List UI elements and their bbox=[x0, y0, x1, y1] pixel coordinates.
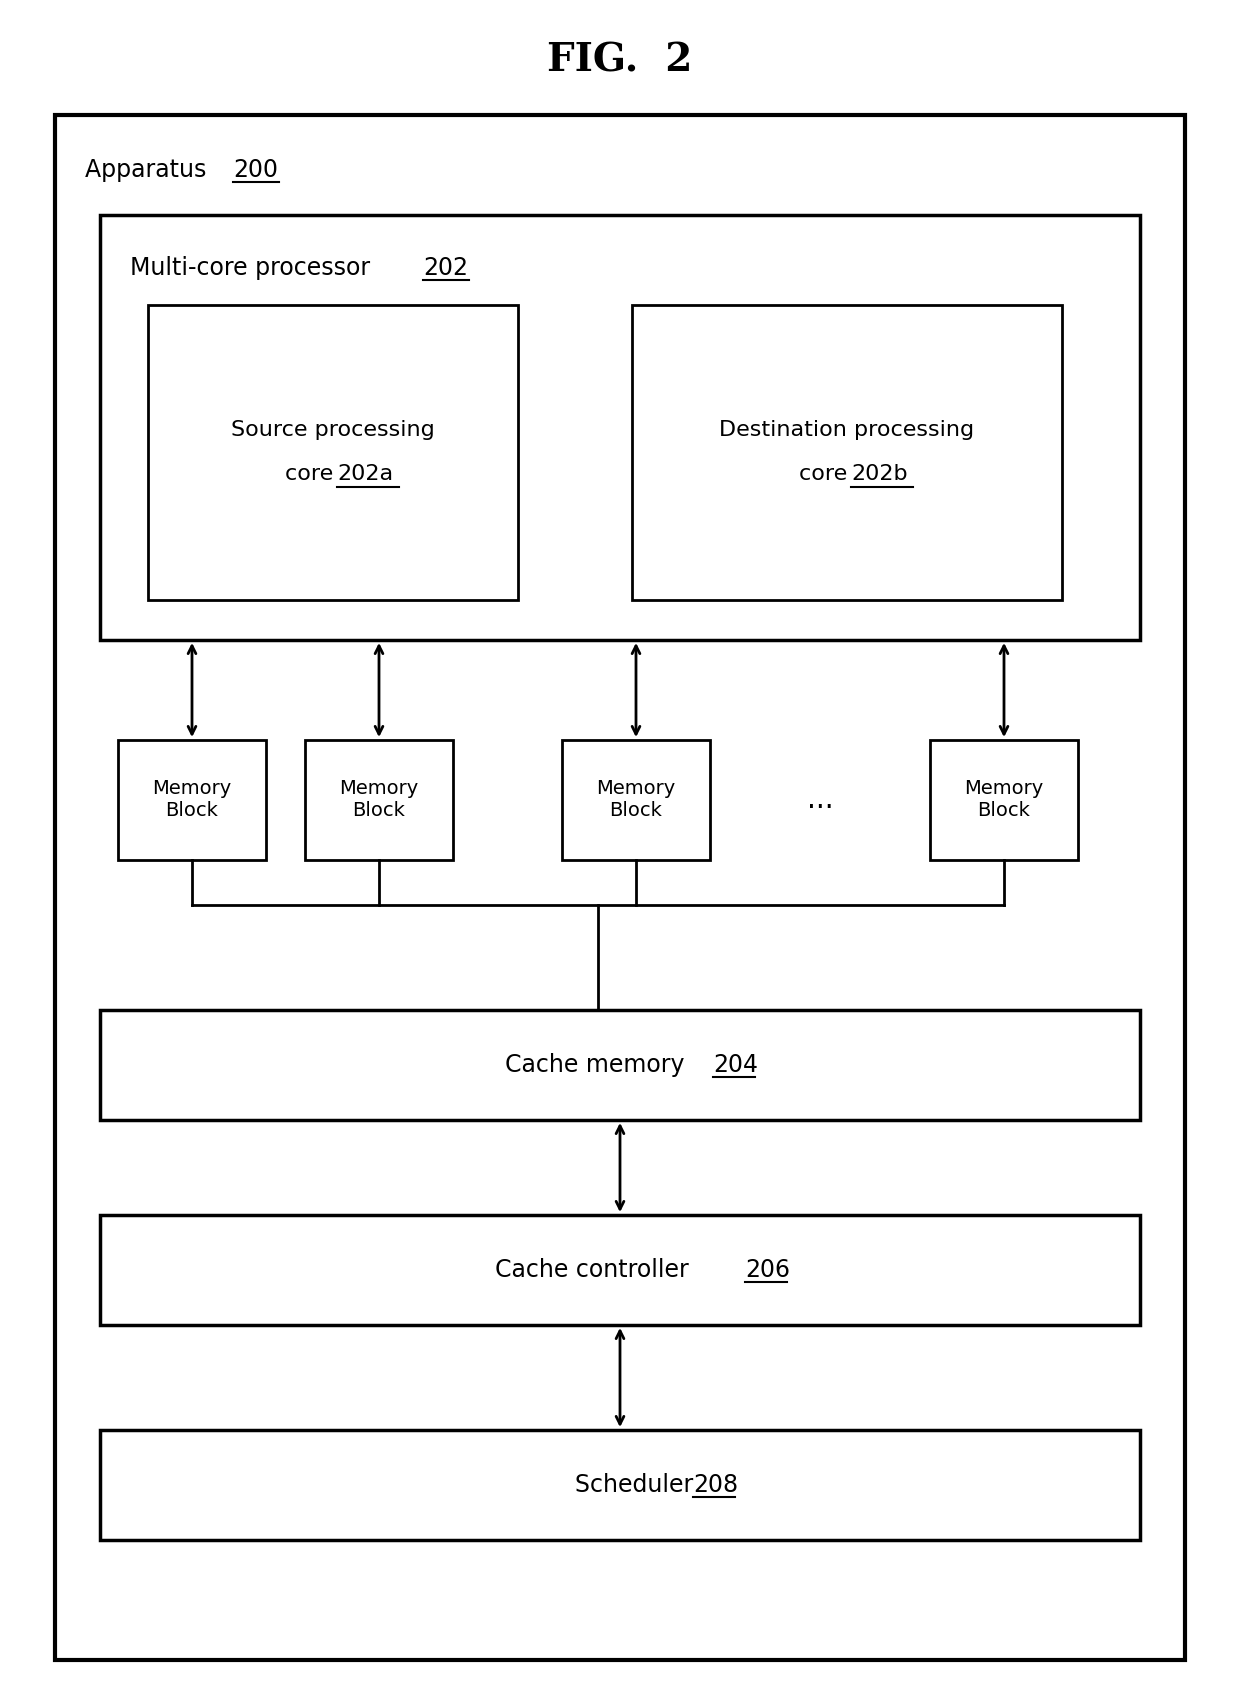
Bar bbox=[562, 741, 711, 860]
Bar bbox=[118, 741, 267, 860]
Text: Source processing: Source processing bbox=[231, 420, 435, 440]
Text: 202b: 202b bbox=[851, 464, 908, 485]
Bar bbox=[100, 1430, 1140, 1540]
Text: Apparatus: Apparatus bbox=[86, 159, 213, 183]
Bar bbox=[305, 741, 453, 860]
Text: Cache controller: Cache controller bbox=[495, 1258, 696, 1282]
Text: core: core bbox=[285, 464, 340, 485]
Bar bbox=[100, 1215, 1140, 1325]
Text: 202: 202 bbox=[423, 256, 467, 280]
Text: Scheduler: Scheduler bbox=[575, 1473, 701, 1497]
Text: 204: 204 bbox=[713, 1053, 758, 1077]
Text: core: core bbox=[799, 464, 854, 485]
Text: Memory
Block: Memory Block bbox=[153, 780, 232, 821]
Text: 206: 206 bbox=[745, 1258, 790, 1282]
Text: Cache memory: Cache memory bbox=[505, 1053, 692, 1077]
Text: 200: 200 bbox=[233, 159, 278, 183]
Bar bbox=[100, 215, 1140, 640]
Bar bbox=[632, 306, 1061, 599]
Bar bbox=[148, 306, 518, 599]
Bar bbox=[100, 1011, 1140, 1120]
Text: Multi-core processor: Multi-core processor bbox=[130, 256, 378, 280]
Bar bbox=[930, 741, 1078, 860]
Text: Memory
Block: Memory Block bbox=[596, 780, 676, 821]
Text: FIG.  2: FIG. 2 bbox=[547, 41, 693, 79]
Text: Memory
Block: Memory Block bbox=[340, 780, 419, 821]
Text: Memory
Block: Memory Block bbox=[965, 780, 1044, 821]
Text: ...: ... bbox=[807, 785, 833, 814]
Text: 208: 208 bbox=[693, 1473, 738, 1497]
Text: Destination processing: Destination processing bbox=[719, 420, 975, 440]
Text: 202a: 202a bbox=[337, 464, 393, 485]
